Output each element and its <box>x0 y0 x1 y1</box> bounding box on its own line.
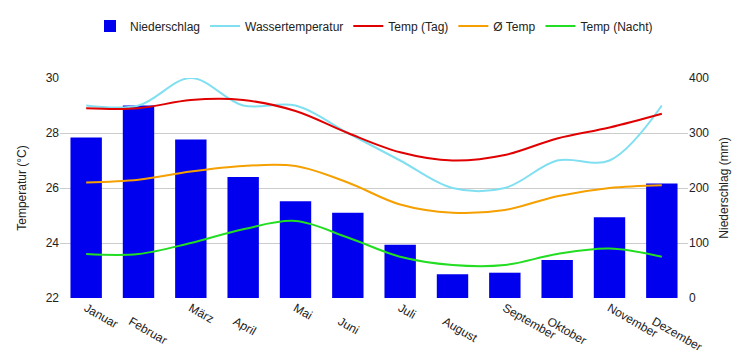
svg-text:Dezember: Dezember <box>650 314 705 350</box>
svg-text:Temperatur (°C): Temperatur (°C) <box>15 145 29 230</box>
svg-text:Februar: Februar <box>126 314 169 347</box>
svg-text:26: 26 <box>46 181 60 195</box>
svg-text:400: 400 <box>689 71 709 85</box>
svg-text:März: März <box>186 301 216 326</box>
svg-text:200: 200 <box>689 181 709 195</box>
svg-text:Juli: Juli <box>396 301 419 322</box>
svg-text:24: 24 <box>46 236 60 250</box>
svg-text:April: April <box>231 314 259 338</box>
svg-text:Niederschlag (mm): Niederschlag (mm) <box>717 137 731 238</box>
svg-text:Niederschlag: Niederschlag <box>130 20 200 34</box>
svg-text:100: 100 <box>689 236 709 250</box>
svg-text:August: August <box>440 314 480 345</box>
svg-text:30: 30 <box>46 71 60 85</box>
svg-text:28: 28 <box>46 126 60 140</box>
svg-text:Temp (Nacht): Temp (Nacht) <box>580 20 652 34</box>
svg-text:November: November <box>605 301 660 341</box>
svg-text:22: 22 <box>46 291 60 305</box>
svg-text:September: September <box>500 301 558 342</box>
svg-text:0: 0 <box>689 291 696 305</box>
svg-text:Temp (Tag): Temp (Tag) <box>388 20 448 34</box>
svg-text:Oktober: Oktober <box>545 314 589 347</box>
svg-text:Januar: Januar <box>82 301 121 331</box>
svg-text:300: 300 <box>689 126 709 140</box>
svg-text:Juni: Juni <box>336 314 362 337</box>
svg-text:Wassertemperatur: Wassertemperatur <box>245 20 343 34</box>
svg-text:Mai: Mai <box>291 301 315 323</box>
svg-text:Ø Temp: Ø Temp <box>493 20 535 34</box>
